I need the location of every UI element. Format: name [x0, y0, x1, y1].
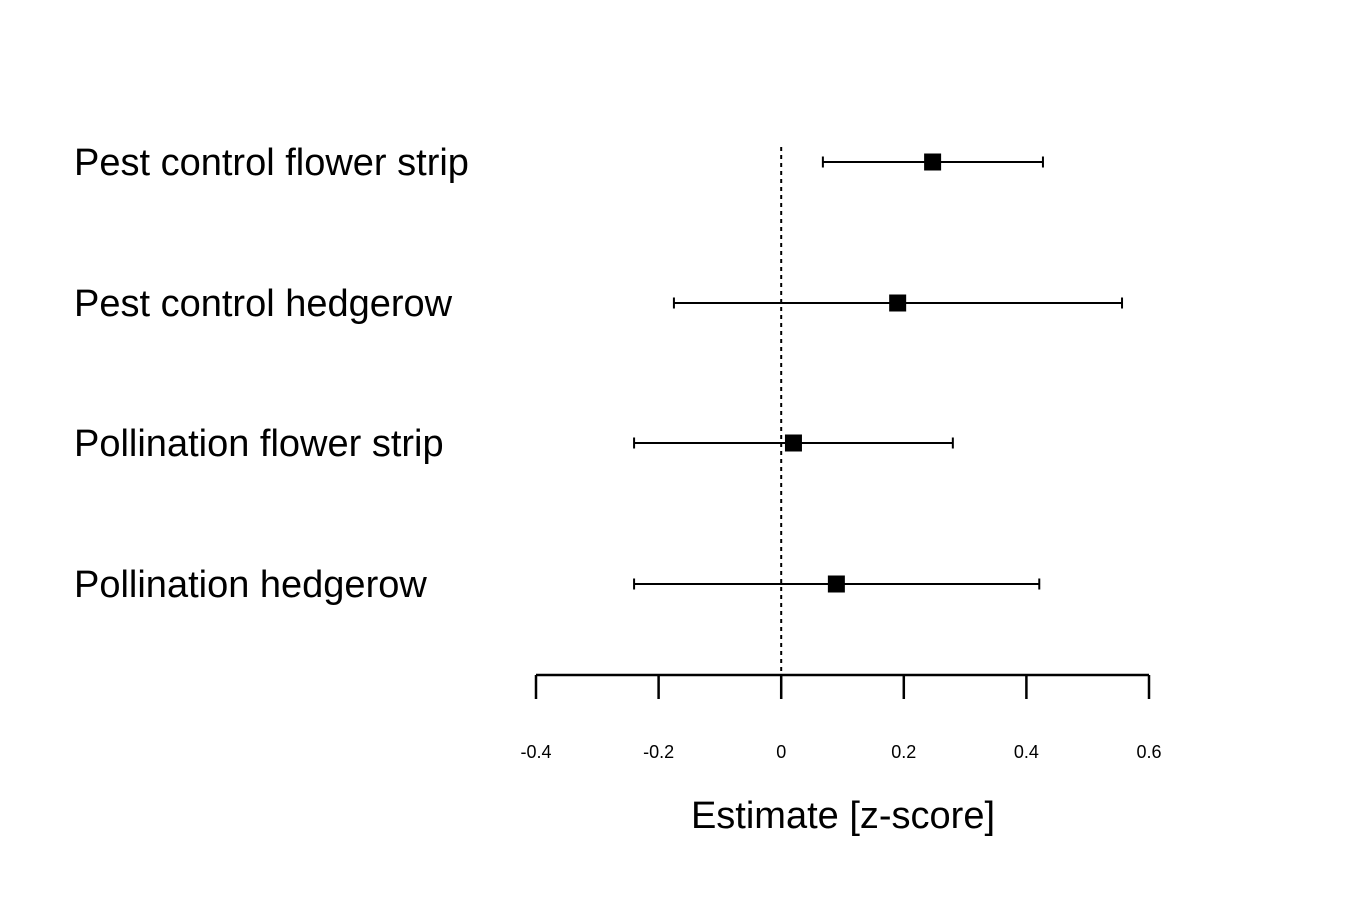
estimate-marker [924, 153, 942, 171]
row: Pollination hedgerow [74, 564, 1041, 606]
tick-label: -0.2 [643, 742, 674, 762]
tick-label: -0.4 [520, 742, 551, 762]
tick-label: 0 [776, 742, 786, 762]
estimate-marker [784, 434, 802, 452]
tick-label: 0.4 [1014, 742, 1039, 762]
rows-layer: Pest control flower strip Pest control he… [74, 142, 1124, 606]
estimate-marker [827, 575, 845, 593]
row: Pest control flower strip [74, 142, 1044, 184]
row-label: Pollination flower strip [74, 423, 444, 465]
tick-label: 0.2 [891, 742, 916, 762]
row-label: Pest control hedgerow [74, 283, 453, 325]
x-axis: -0.4 -0.2 0 0.2 0.4 0.6 [520, 673, 1162, 762]
estimate-marker [889, 294, 907, 312]
row: Pest control hedgerow [74, 283, 1124, 325]
row-label: Pollination hedgerow [74, 564, 427, 606]
row: Pollination flower strip [74, 423, 954, 465]
tick-label: 0.6 [1136, 742, 1161, 762]
row-label: Pest control flower strip [74, 142, 469, 184]
x-axis-title: Estimate [z-score] [691, 795, 995, 837]
